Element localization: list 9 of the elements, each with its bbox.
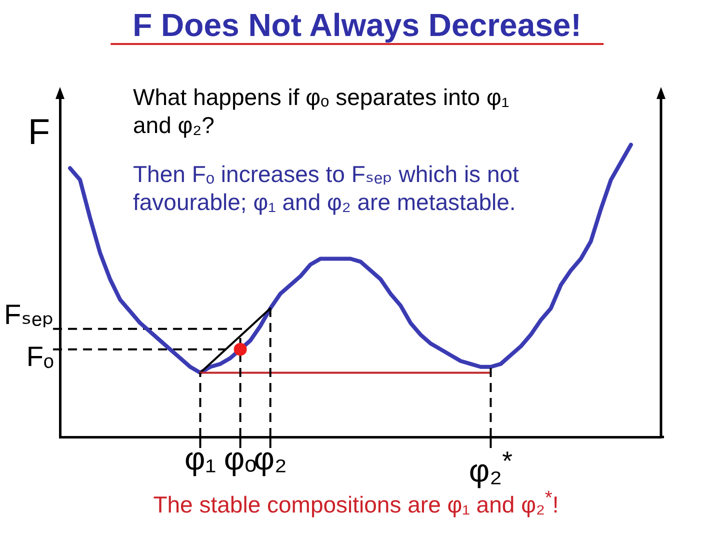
text: What happens if φₒ separates into φ₁ and φ₂? [133,83,510,139]
annotation: Then Fₒ increases to Fₛₑₚ which is not favourable; φ₁ and φ₂ are metastable. [133,160,520,216]
ref-line-label: Fₛₑₚ [4,298,54,330]
text: The stable compositions are φ₁ and φ₂$^{*}$! [153,488,559,518]
x-tick-label: φ₁ [184,440,216,476]
chart-title: F Does Not Always Decrease! [110,7,604,45]
ref-line-label: Fₒ [26,341,54,372]
x-tick-label: φ₂$^{*}$ [468,445,512,489]
y-axis-title: F [28,111,50,152]
